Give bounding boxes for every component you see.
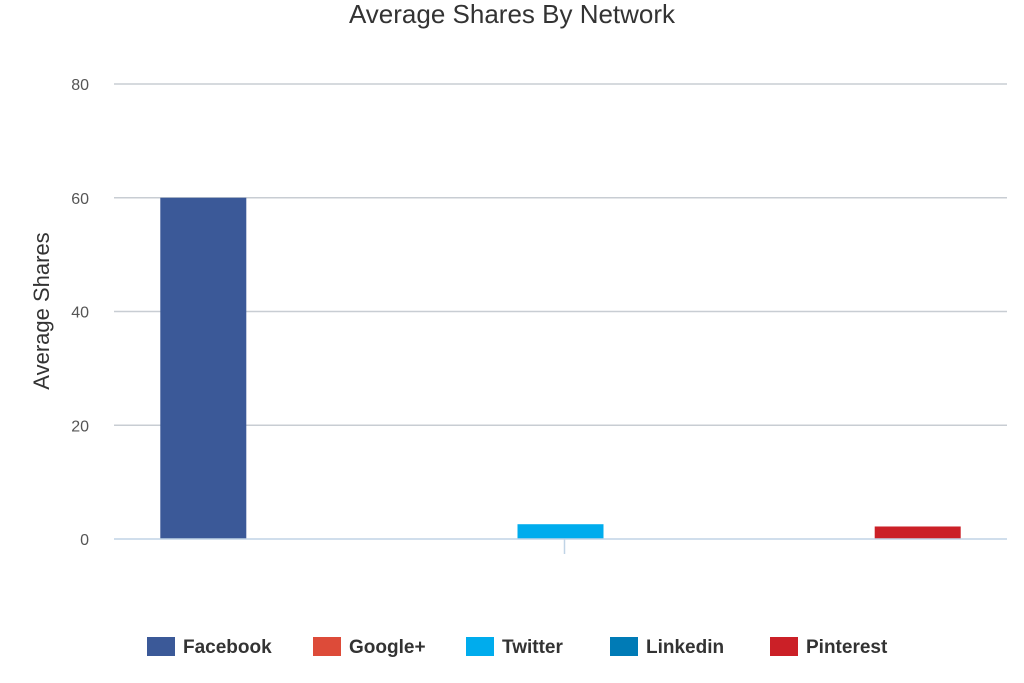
y-tick-label: 80 xyxy=(71,77,89,94)
legend-swatch-pinterest xyxy=(770,637,798,656)
x-axis xyxy=(114,538,1007,554)
chart-title: Average Shares By Network xyxy=(349,0,676,29)
y-axis-label: Average Shares xyxy=(29,232,54,389)
y-tick-label: 0 xyxy=(80,532,89,549)
legend-label-linkedin: Linkedin xyxy=(646,637,724,658)
legend-swatch-facebook xyxy=(147,637,175,656)
y-tick-label: 40 xyxy=(71,305,89,322)
legend-label-google: Google+ xyxy=(349,637,426,658)
legend-label-facebook: Facebook xyxy=(183,637,272,658)
legend-swatch-linkedin xyxy=(610,637,638,656)
y-tick-label: 20 xyxy=(71,418,89,435)
y-axis-ticks: 0 20 40 60 80 xyxy=(71,77,89,549)
legend-label-twitter: Twitter xyxy=(502,637,563,658)
bar-twitter xyxy=(517,524,604,539)
bar-facebook xyxy=(160,197,247,539)
bar-pinterest xyxy=(874,526,961,539)
legend-label-pinterest: Pinterest xyxy=(806,637,888,658)
bars xyxy=(160,197,961,539)
legend-swatch-twitter xyxy=(466,637,494,656)
legend-swatch-google xyxy=(313,637,341,656)
legend: Facebook Google+ Twitter Linkedin Pinterest xyxy=(147,637,888,658)
gridlines xyxy=(114,83,1007,426)
y-tick-label: 60 xyxy=(71,191,89,208)
